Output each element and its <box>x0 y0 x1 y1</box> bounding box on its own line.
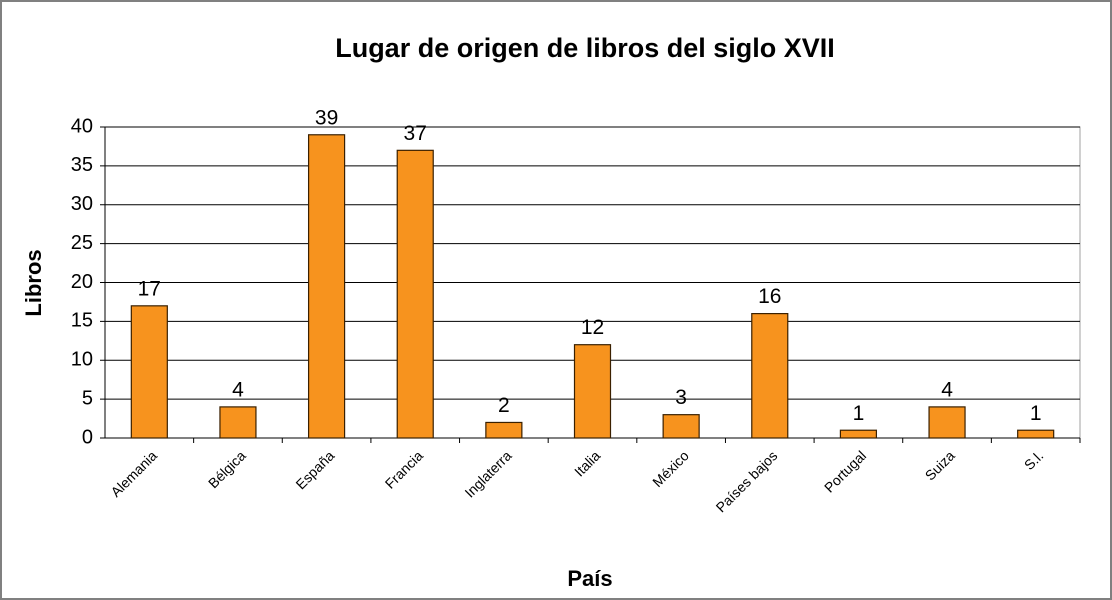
data-label: 12 <box>581 316 604 339</box>
bar <box>1017 429 1055 439</box>
bar <box>573 344 612 439</box>
y-tick-label: 35 <box>71 154 93 176</box>
data-label: 39 <box>315 106 338 129</box>
data-label: 1 <box>853 402 865 425</box>
bar <box>485 421 523 439</box>
data-label: 1 <box>1030 402 1042 425</box>
chart-title: Lugar de origen de libros del siglo XVII <box>335 33 835 63</box>
data-label: 4 <box>941 378 953 401</box>
bar <box>839 429 878 439</box>
y-tick-label: 10 <box>71 349 93 371</box>
y-tick-label: 15 <box>71 310 93 332</box>
data-label: 17 <box>138 277 161 300</box>
bar <box>396 149 434 439</box>
x-axis-title: País <box>567 566 612 591</box>
bar <box>751 313 789 439</box>
y-tick-label: 0 <box>82 426 93 448</box>
y-tick-label: 30 <box>71 193 93 215</box>
y-axis-title: Libros <box>21 249 46 316</box>
bar <box>928 406 966 439</box>
data-label: 37 <box>404 122 427 145</box>
data-label: 2 <box>498 394 510 417</box>
y-tick-label: 40 <box>71 115 93 137</box>
bar <box>662 414 700 439</box>
y-tick-label: 25 <box>71 232 93 254</box>
data-label: 4 <box>232 378 244 401</box>
bar <box>130 305 168 439</box>
data-label: 16 <box>758 285 781 308</box>
y-tick-label: 20 <box>71 271 93 293</box>
bar <box>219 406 257 439</box>
y-tick-label: 5 <box>82 387 93 409</box>
data-label: 3 <box>675 386 687 409</box>
bar <box>307 134 346 439</box>
